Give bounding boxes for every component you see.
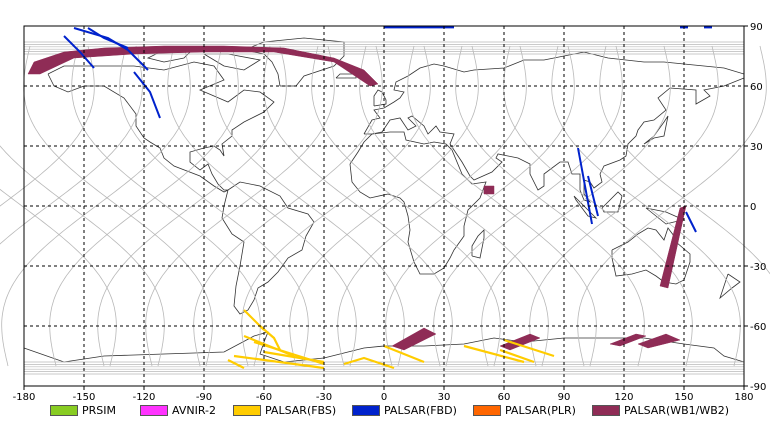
legend-label: PALSAR(PLR) — [505, 403, 576, 417]
lon-tick-label: -90 — [196, 392, 212, 400]
wb-swath — [499, 333, 541, 351]
legend-swatch — [473, 404, 501, 416]
lat-tick-label: 30 — [750, 142, 763, 153]
coastline — [242, 37, 345, 87]
fbs-track — [263, 350, 325, 364]
orbit-track — [0, 45, 95, 207]
coastline — [611, 227, 691, 285]
lon-tick-label: -30 — [316, 392, 332, 400]
latitude-ticks: 90 60 30 0 -30 -60 -90 — [744, 22, 766, 393]
fbs-track — [383, 344, 425, 364]
fbd-track — [577, 147, 593, 225]
orbit-track — [359, 45, 549, 367]
wb-swath — [637, 333, 681, 349]
orbit-track — [0, 188, 117, 367]
world-map: -180 -150 -120 -90 -60 -30 0 30 60 90 120 150 180 90… — [0, 22, 770, 400]
coastline — [363, 51, 745, 203]
fbs-track — [259, 325, 281, 351]
lon-tick-label: -180 — [13, 392, 36, 400]
legend-item-avnir2: AVNIR-2 — [140, 403, 216, 417]
wb-swath — [391, 327, 437, 351]
lon-tick-label: 0 — [381, 392, 387, 400]
coastline — [643, 115, 669, 145]
fbs-track — [463, 344, 525, 364]
orbit-track — [599, 45, 770, 275]
legend-item-palsar-plr: PALSAR(PLR) — [473, 403, 576, 417]
orbit-track — [503, 45, 693, 367]
legend-item-palsar-fbs: PALSAR(FBS) — [233, 403, 336, 417]
legend-label: PALSAR(FBS) — [265, 403, 337, 417]
lat-tick-label: -90 — [750, 382, 766, 393]
legend-swatch — [592, 404, 620, 416]
orbit-tracks — [0, 41, 770, 375]
legend-swatch — [140, 404, 168, 416]
legend-label: PALSAR(WB1/WB2) — [624, 403, 730, 417]
orbit-track — [167, 45, 357, 367]
coastline — [719, 273, 741, 300]
lat-tick-label: -60 — [750, 322, 766, 333]
lon-tick-label: 180 — [734, 392, 753, 400]
fbs-track — [233, 354, 325, 370]
fbs-track — [503, 338, 555, 358]
legend-swatch — [233, 404, 261, 416]
legend-swatch — [50, 404, 78, 416]
observation-swaths — [27, 26, 712, 370]
lat-tick-label: 60 — [750, 82, 763, 93]
legend-item-palsar-wb: PALSAR(WB1/WB2) — [592, 403, 729, 417]
lon-tick-label: 60 — [498, 392, 511, 400]
legend-label: PRSIM — [82, 403, 116, 417]
coastline — [202, 53, 262, 71]
fbd-track — [685, 211, 697, 233]
longitude-ticks: -180 -150 -120 -90 -60 -30 0 30 60 90 120 150 180 — [13, 386, 754, 400]
orbit-track — [23, 45, 213, 367]
lat-tick-label: 0 — [750, 202, 756, 213]
fbs-track — [243, 309, 265, 331]
legend-label: AVNIR-2 — [172, 403, 216, 417]
lon-tick-label: 120 — [614, 392, 633, 400]
legend-item-palsar-fbd: PALSAR(FBD) — [352, 403, 457, 417]
coastline — [23, 331, 745, 363]
coastline — [349, 131, 487, 275]
fbd-track — [73, 27, 149, 71]
orbit-track — [407, 45, 597, 367]
lon-tick-label: 90 — [558, 392, 571, 400]
lat-tick-label: -30 — [750, 262, 766, 273]
orbit-track — [263, 45, 453, 367]
coastline — [471, 229, 485, 259]
coastline — [645, 207, 686, 225]
lon-tick-label: -120 — [133, 392, 156, 400]
lon-tick-label: -150 — [73, 392, 96, 400]
lat-tick-label: 90 — [750, 22, 763, 33]
wb-swath — [27, 45, 379, 87]
legend-label: PALSAR(FBD) — [384, 403, 457, 417]
legend: PRSIM AVNIR-2 PALSAR(FBS) PALSAR(FBD) PA… — [0, 400, 770, 430]
orbit-track — [311, 45, 501, 367]
wb-swath — [483, 185, 495, 195]
legend-swatch — [352, 404, 380, 416]
orbit-track — [71, 45, 261, 367]
fbd-track — [133, 71, 161, 119]
coastline — [601, 191, 623, 213]
legend-item-prism: PRSIM — [50, 403, 116, 417]
orbit-track — [0, 145, 165, 367]
fbd-track — [587, 175, 599, 217]
fbd-track — [63, 35, 95, 69]
coastline — [47, 61, 275, 193]
fbs-track — [499, 348, 535, 364]
lon-tick-label: 30 — [438, 392, 451, 400]
orbit-track — [215, 45, 405, 367]
coastlines — [23, 37, 745, 363]
orbit-track — [455, 45, 645, 367]
lon-tick-label: 150 — [674, 392, 693, 400]
graticule — [23, 25, 745, 387]
fbs-track — [227, 359, 245, 369]
coastline — [221, 181, 315, 315]
orbit-track — [551, 45, 741, 367]
wb-swath — [609, 333, 647, 347]
lon-tick-label: -60 — [256, 392, 272, 400]
orbit-track — [119, 45, 309, 367]
